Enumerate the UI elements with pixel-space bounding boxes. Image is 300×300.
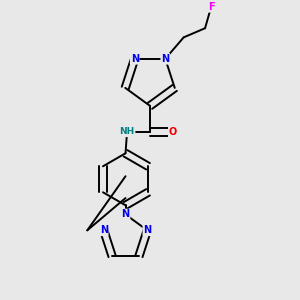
Text: N: N [143, 225, 152, 235]
Text: N: N [100, 225, 108, 235]
Text: NH: NH [119, 128, 135, 136]
Text: N: N [161, 54, 169, 64]
Text: O: O [169, 127, 177, 137]
Text: F: F [208, 2, 214, 12]
Text: N: N [131, 54, 139, 64]
Text: N: N [122, 209, 130, 220]
